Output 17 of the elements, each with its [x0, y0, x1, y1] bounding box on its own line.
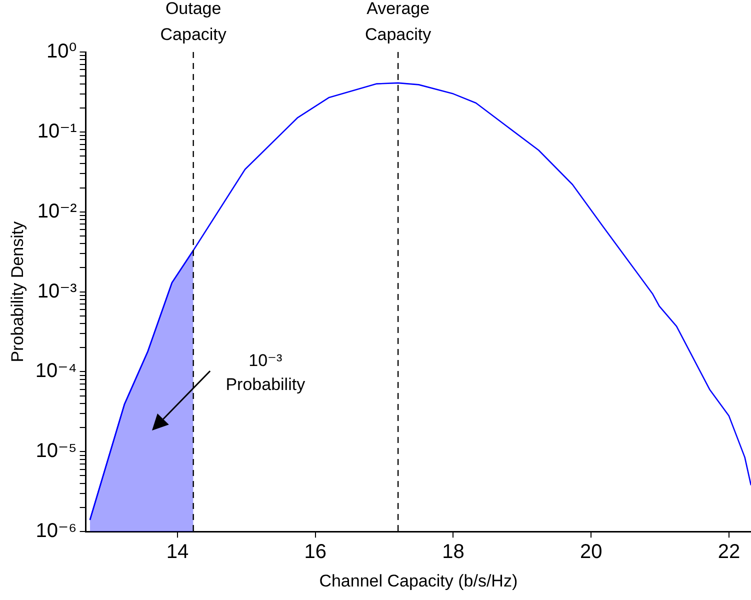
y-tick-label: 10⁻³: [37, 280, 78, 302]
x-tick-label: 18: [442, 541, 464, 564]
x-tick-label: 16: [304, 541, 326, 564]
y-tick-label: 10⁻⁵: [36, 440, 77, 462]
ref-line-label: Outage Capacity: [160, 0, 227, 44]
y-axis-title: Probability Density: [8, 220, 27, 362]
ref-line-label: Average Capacity: [364, 0, 432, 44]
x-axis-title: Channel Capacity (b/s/Hz): [319, 571, 518, 590]
y-tick-label: 10⁻⁶: [36, 520, 77, 542]
y-tick-label: 10⁰: [46, 40, 77, 63]
y-tick-label: 10⁻¹: [37, 120, 78, 142]
x-tick-label: 22: [718, 541, 740, 564]
y-tick-label: 10⁻⁴: [35, 360, 77, 382]
x-tick-label: 20: [580, 541, 602, 564]
y-tick-label: 10⁻²: [37, 200, 78, 222]
x-tick-label: 14: [166, 541, 189, 564]
annotation: 10⁻³ Probability: [226, 351, 306, 394]
